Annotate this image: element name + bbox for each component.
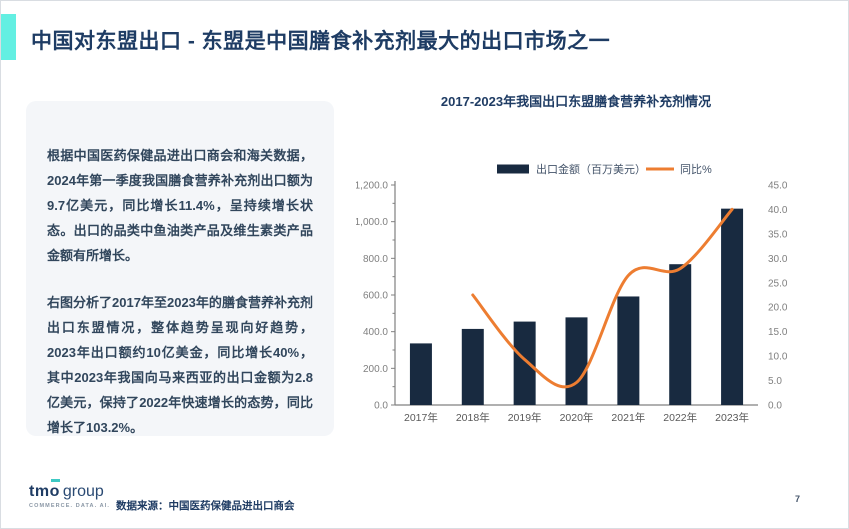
- left-axis-tick-label: 0.0: [374, 401, 388, 412]
- right-axis-tick-label: 20.0: [768, 303, 788, 314]
- left-axis-tick-label: 1,200.0: [356, 181, 388, 192]
- left-axis-tick-label: 1,000.0: [356, 217, 388, 228]
- yoy-line: [471, 207, 734, 389]
- left-axis-tick-label: 400.0: [363, 327, 388, 338]
- right-axis-tick-label: 30.0: [768, 254, 788, 265]
- export-chart: 0.0 200.0 400.0 600.0 800.0 1,000.0 1,200.0 0.0…: [356, 162, 788, 424]
- chart-title: 2017-2023年我国出口东盟膳食营养补充剂情况: [440, 94, 712, 109]
- right-axis-tick-label: 45.0: [768, 181, 788, 192]
- logo-tagline: COMMERCE. DATA. AI.: [29, 503, 110, 509]
- bar-2020年: [565, 317, 588, 405]
- logo-o-accent: o: [49, 483, 60, 500]
- right-axis-tick-label: 40.0: [768, 205, 788, 216]
- left-axis-tick-label: 800.0: [363, 254, 388, 265]
- right-axis-tick-label: 0.0: [768, 401, 782, 412]
- summary-paragraph-1: 根据中国医药保健品进出口商会和海关数据，2024年第一季度我国膳食营养补充剂出口…: [47, 148, 313, 263]
- page-title: 中国对东盟出口 - 东盟是中国膳食补充剂最大的出口市场之一: [31, 30, 611, 53]
- x-axis-label: 2020年: [560, 411, 594, 424]
- bar-2023年: [721, 208, 744, 405]
- right-axis-tick-label: 15.0: [768, 327, 788, 338]
- legend-bar-swatch: [497, 164, 529, 174]
- logo-group-text: group: [62, 483, 104, 500]
- x-axis-label: 2021年: [611, 411, 645, 424]
- bar-2021年: [617, 296, 640, 405]
- x-axis-label: 2019年: [508, 411, 542, 424]
- x-axis-label: 2022年: [663, 411, 697, 424]
- bar-2017年: [409, 343, 432, 405]
- right-axis-tick-label: 5.0: [768, 376, 782, 387]
- x-axis-label: 2018年: [456, 411, 490, 424]
- title-accent-bar: [1, 14, 16, 60]
- bar-2019年: [513, 321, 536, 405]
- right-axis-tick-label: 35.0: [768, 229, 788, 240]
- legend-line-label: 同比%: [680, 163, 712, 176]
- left-axis-tick-label: 600.0: [363, 291, 388, 302]
- left-axis-tick-label: 200.0: [363, 364, 388, 375]
- x-axis-label: 2017年: [404, 411, 438, 424]
- x-axis-label: 2023年: [715, 411, 749, 424]
- data-source-note: 数据来源：中国医药保健品进出口商会: [116, 500, 295, 512]
- right-axis-tick-label: 25.0: [768, 278, 788, 289]
- right-axis-tick-label: 10.0: [768, 352, 788, 363]
- summary-panel: 根据中国医药保健品进出口商会和海关数据，2024年第一季度我国膳食营养补充剂出口…: [26, 101, 334, 436]
- bar-2022年: [669, 264, 692, 405]
- summary-paragraph-2: 右图分析了2017年至2023年的膳食营养补充剂出口东盟情况，整体趋势呈现向好趋…: [47, 295, 313, 435]
- chart-block: 2017-2023年我国出口东盟膳食营养补充剂情况 0.0 200.0 400.0 6…: [356, 91, 826, 441]
- legend-bar-label: 出口金额（百万美元）: [536, 162, 646, 176]
- page-number: 7: [795, 494, 801, 504]
- logo-tmo-text: tmo: [29, 483, 60, 500]
- bar-2018年: [461, 328, 484, 405]
- tmo-group-logo: tmo group COMMERCE. DATA. AI.: [29, 483, 119, 510]
